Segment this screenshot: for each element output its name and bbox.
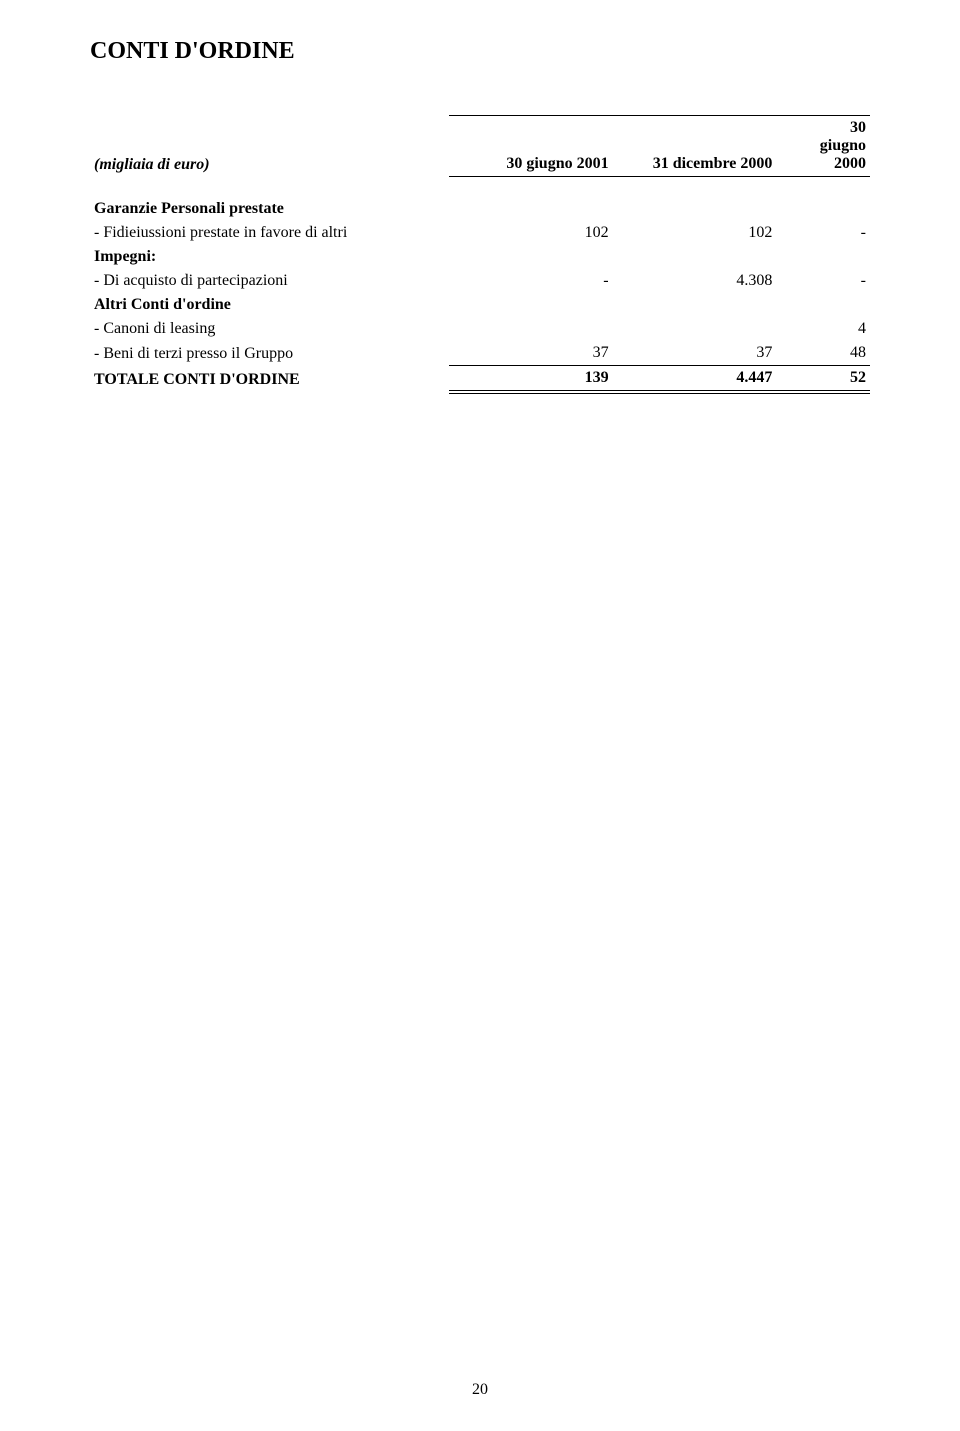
page-number: 20 [90,1381,870,1399]
total-row: TOTALE CONTI D'ORDINE 139 4.447 52 [90,366,870,393]
row-value: 102 [636,221,776,245]
financial-table: (migliaia di euro) 30 giugno 2001 31 dic… [90,115,870,394]
total-value: 4.447 [636,366,776,393]
table-header-row: (migliaia di euro) 30 giugno 2001 31 dic… [90,116,870,177]
row-value: 4 [800,317,870,341]
total-value: 52 [800,366,870,393]
column-header: 30 giugno 2000 [800,116,870,177]
unit-label: (migliaia di euro) [90,116,449,177]
document-page: CONTI D'ORDINE (migliaia di euro) 30 giu… [0,0,960,1431]
row-value: - [800,221,870,245]
section-heading-row: Garanzie Personali prestate [90,197,870,221]
section-heading-row: Altri Conti d'ordine [90,293,870,317]
column-header: 30 giugno 2001 [472,116,612,177]
row-value [636,317,776,341]
row-label: - Fidieiussioni prestate in favore di al… [90,221,449,245]
row-value [472,317,612,341]
row-label: - Di acquisto di partecipazioni [90,269,449,293]
row-value: 4.308 [636,269,776,293]
row-value: 37 [636,341,776,366]
total-value: 139 [472,366,612,393]
section-heading-row: Impegni: [90,245,870,269]
row-value: - [472,269,612,293]
section-heading: Garanzie Personali prestate [90,197,449,221]
table-row: - Fidieiussioni prestate in favore di al… [90,221,870,245]
row-label: - Canoni di leasing [90,317,449,341]
section-heading: Impegni: [90,245,449,269]
row-value: - [800,269,870,293]
row-value: 48 [800,341,870,366]
column-header: 31 dicembre 2000 [636,116,776,177]
total-label: TOTALE CONTI D'ORDINE [90,366,449,393]
row-value: 102 [472,221,612,245]
row-label: - Beni di terzi presso il Gruppo [90,341,449,366]
table-row: - Beni di terzi presso il Gruppo 37 37 4… [90,341,870,366]
table-row: - Di acquisto di partecipazioni - 4.308 … [90,269,870,293]
page-title: CONTI D'ORDINE [90,38,870,65]
table-row: - Canoni di leasing 4 [90,317,870,341]
row-value: 37 [472,341,612,366]
section-heading: Altri Conti d'ordine [90,293,449,317]
